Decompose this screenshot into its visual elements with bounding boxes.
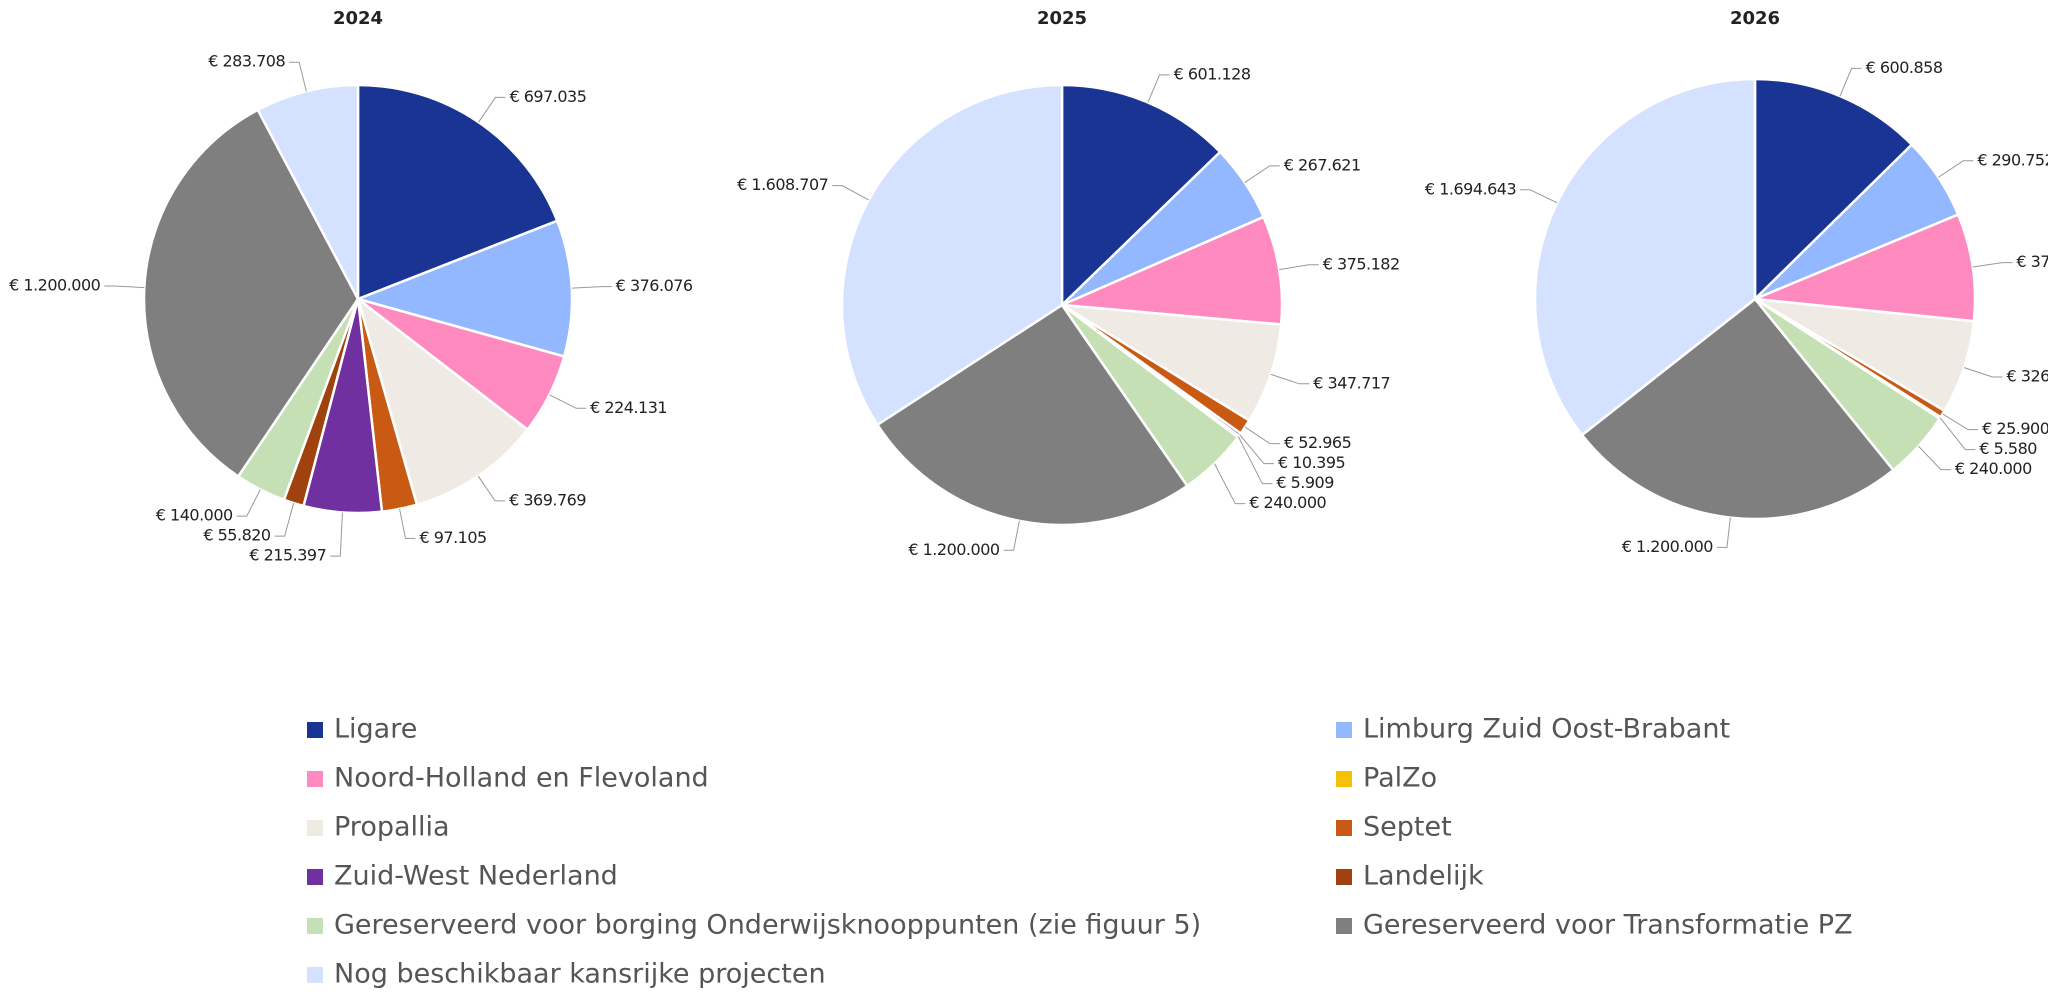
leader-line (1839, 67, 1862, 97)
legend-label: Nog beschikbaar kansrijke projecten (334, 959, 826, 990)
data-label: € 52.965 (1284, 433, 1351, 452)
leader-line (1938, 160, 1974, 178)
data-label: € 97.105 (419, 528, 486, 547)
legend-swatch (307, 967, 323, 983)
leader-line (1942, 413, 1979, 431)
data-label: € 601.128 (1174, 64, 1251, 83)
legend-label: Gereserveerd voor borging Onderwijsknoop… (334, 910, 1201, 941)
pie-slice (1753, 77, 1914, 302)
legend-label: Zuid-West Nederland (334, 861, 618, 892)
legend-swatch (307, 869, 323, 885)
data-label: € 55.820 (203, 526, 271, 545)
pie-slice (1061, 215, 1284, 326)
legend-label: Gereserveerd voor Transformatie PZ (1363, 910, 1853, 941)
data-label: € 240.000 (1249, 493, 1326, 512)
data-label: € 697.035 (509, 87, 586, 106)
leader-line (1270, 373, 1310, 385)
data-label: € 1.694.643 (1425, 179, 1516, 198)
leader-line (330, 512, 343, 557)
legend-label: Noord-Holland en Flevoland (334, 763, 709, 794)
legend-swatch (307, 771, 323, 787)
legend-swatch (1336, 869, 1352, 885)
leader-line (1918, 445, 1951, 471)
data-label: € 10.395 (1278, 453, 1345, 472)
leader-line (571, 286, 612, 289)
leader-line (399, 508, 416, 539)
pie-slice (1061, 303, 1283, 423)
data-label: € 267.621 (1284, 155, 1361, 174)
pie-slice (1580, 297, 1896, 521)
legend-swatch (307, 722, 323, 738)
leader-line (1239, 434, 1274, 465)
data-label: € 290.752 (1977, 150, 2048, 169)
legend-label: Propallia (334, 812, 450, 843)
leader-line (104, 285, 145, 289)
legend-label: Septet (1363, 812, 1452, 843)
pie-slice (840, 83, 1064, 427)
data-label: € 376.076 (616, 276, 693, 295)
legend-swatch (1336, 820, 1352, 836)
pie-slice (142, 108, 360, 479)
leader-line (478, 96, 506, 123)
data-label: € 5.580 (1979, 439, 2037, 458)
data-label: € 215.397 (249, 546, 326, 565)
legend-swatch (1336, 918, 1352, 934)
data-label: € 224.131 (590, 398, 667, 417)
leader-line (1244, 165, 1280, 183)
legend-swatch (307, 918, 323, 934)
data-label: € 1.200.000 (9, 275, 101, 294)
data-label: € 283.708 (208, 52, 285, 71)
legend-label: Ligare (334, 714, 417, 745)
leader-line (1939, 417, 1976, 451)
data-label: € 140.000 (156, 506, 233, 525)
leader-line (1972, 262, 2013, 268)
legend-swatch (1336, 722, 1352, 738)
leader-line (236, 489, 261, 517)
data-label: € 1.200.000 (1622, 537, 1714, 556)
leader-line (549, 394, 587, 409)
legend-swatch (307, 820, 323, 836)
chart-title: 2024 (333, 8, 383, 29)
data-label: € 600.858 (1866, 58, 1943, 77)
data-label: € 1.608.707 (737, 175, 828, 194)
data-label: € 369.769 (509, 490, 586, 509)
pie-slice (354, 219, 574, 359)
data-label: € 25.900 (1982, 419, 2048, 438)
legend-label: PalZo (1363, 763, 1437, 794)
data-label: € 375.182 (1323, 254, 1400, 273)
leader-line (1279, 264, 1319, 271)
pie-slice (1060, 83, 1222, 308)
leader-line (1520, 189, 1558, 204)
leader-line (1214, 463, 1246, 505)
data-label: € 326.717 (2007, 366, 2048, 385)
legend-swatch (1336, 771, 1352, 787)
leader-line (832, 185, 869, 201)
leader-line (1237, 436, 1273, 485)
data-label: € 1.200.000 (908, 540, 1000, 559)
leader-line (1003, 520, 1020, 551)
data-label: € 240.000 (1955, 459, 2032, 478)
data-label: € 347.717 (1313, 373, 1390, 392)
leader-line (274, 502, 295, 537)
leader-line (1244, 426, 1281, 445)
pie-slice (256, 83, 360, 300)
legend-label: Limburg Zuid Oost-Brabant (1363, 714, 1730, 745)
leader-line (1716, 517, 1731, 548)
leader-line (1147, 74, 1170, 103)
leader-line (477, 475, 506, 502)
chart-title: 2026 (1730, 8, 1780, 29)
leader-line (289, 61, 307, 92)
pie-slice (1754, 212, 1977, 323)
data-label: € 375.182 (2016, 252, 2048, 271)
pie-slice (356, 83, 559, 301)
legend-label: Landelijk (1363, 861, 1484, 892)
pie-slice (875, 303, 1189, 527)
chart-title: 2025 (1037, 8, 1087, 29)
data-label: € 5.909 (1276, 473, 1334, 492)
leader-line (1963, 367, 2003, 378)
